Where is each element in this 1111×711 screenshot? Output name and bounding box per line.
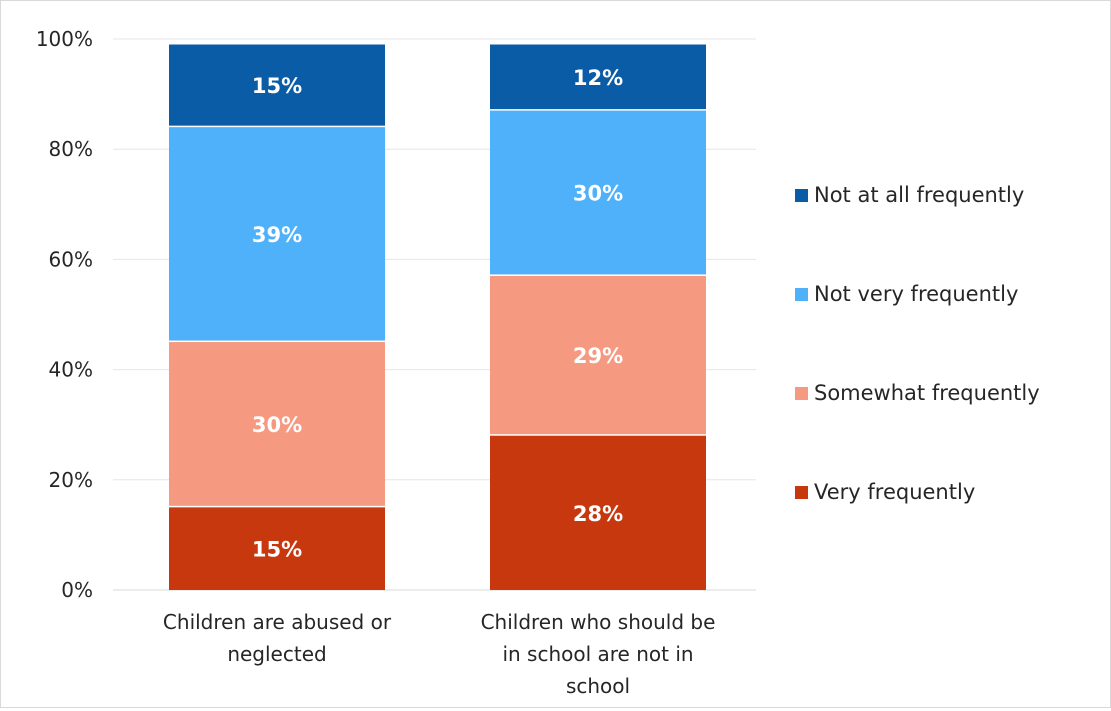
legend-swatch bbox=[795, 288, 808, 301]
data-label: 28% bbox=[573, 502, 623, 526]
y-tick-label: 40% bbox=[49, 358, 93, 382]
bar-segment-very-frequently bbox=[490, 435, 706, 590]
y-tick-label: 100% bbox=[36, 27, 93, 51]
y-tick-label: 80% bbox=[49, 137, 93, 161]
legend-swatch bbox=[795, 486, 808, 499]
bar-segment-not-at-all-frequently bbox=[169, 44, 385, 126]
y-axis-ticks: 0% 20% 40% 60% 80% 100% bbox=[36, 27, 93, 602]
legend-swatch bbox=[795, 189, 808, 202]
y-tick-label: 20% bbox=[49, 468, 93, 492]
bar-segment-somewhat-frequently bbox=[169, 342, 385, 506]
data-label: 39% bbox=[252, 223, 302, 247]
legend-item-not-at-all-frequently: Not at all frequently bbox=[795, 183, 1024, 207]
bar-stack-children-who-should-be-in-school-are-not-in-school: 28% 29% 30% 12% bbox=[490, 44, 706, 590]
x-category-label-line: Children are abused or bbox=[163, 610, 392, 634]
bar-segment-not-very-frequently bbox=[169, 127, 385, 341]
bar-segment-not-very-frequently bbox=[490, 110, 706, 275]
data-label: 15% bbox=[252, 74, 302, 98]
bar-segment-not-at-all-frequently bbox=[490, 44, 706, 110]
legend-label: Not at all frequently bbox=[814, 183, 1024, 207]
data-label: 12% bbox=[573, 66, 623, 90]
bar-stack-children-are-abused-or-neglected: 15% 30% 39% 15% bbox=[169, 44, 385, 590]
x-category-label-line: Children who should be bbox=[481, 610, 716, 634]
x-category-label: Children are abused or neglected bbox=[163, 610, 392, 666]
data-label: 30% bbox=[252, 413, 302, 437]
bars: 15% 30% 39% 15% 28% 29% 30% 12% bbox=[169, 44, 706, 590]
data-label: 29% bbox=[573, 344, 623, 368]
legend-item-not-very-frequently: Not very frequently bbox=[795, 282, 1018, 306]
legend-item-very-frequently: Very frequently bbox=[795, 480, 975, 504]
x-category-label-line: school bbox=[566, 674, 630, 698]
legend-item-somewhat-frequently: Somewhat frequently bbox=[795, 381, 1040, 405]
data-label: 30% bbox=[573, 182, 623, 206]
legend-label: Very frequently bbox=[814, 480, 975, 504]
bar-segment-somewhat-frequently bbox=[490, 275, 706, 435]
y-tick-label: 0% bbox=[61, 578, 93, 602]
legend-swatch bbox=[795, 387, 808, 400]
data-label: 15% bbox=[252, 538, 302, 562]
x-axis-labels: Children are abused orneglectedChildren … bbox=[163, 610, 715, 698]
x-category-label-line: in school are not in bbox=[502, 642, 693, 666]
legend: Not at all frequently Not very frequently… bbox=[795, 183, 1040, 504]
x-category-label: Children who should be in school are not … bbox=[481, 610, 716, 698]
y-tick-label: 60% bbox=[49, 247, 93, 271]
bar-segment-very-frequently bbox=[169, 507, 385, 590]
legend-label: Somewhat frequently bbox=[814, 381, 1040, 405]
x-category-label-line: neglected bbox=[227, 642, 326, 666]
legend-label: Not very frequently bbox=[814, 282, 1018, 306]
